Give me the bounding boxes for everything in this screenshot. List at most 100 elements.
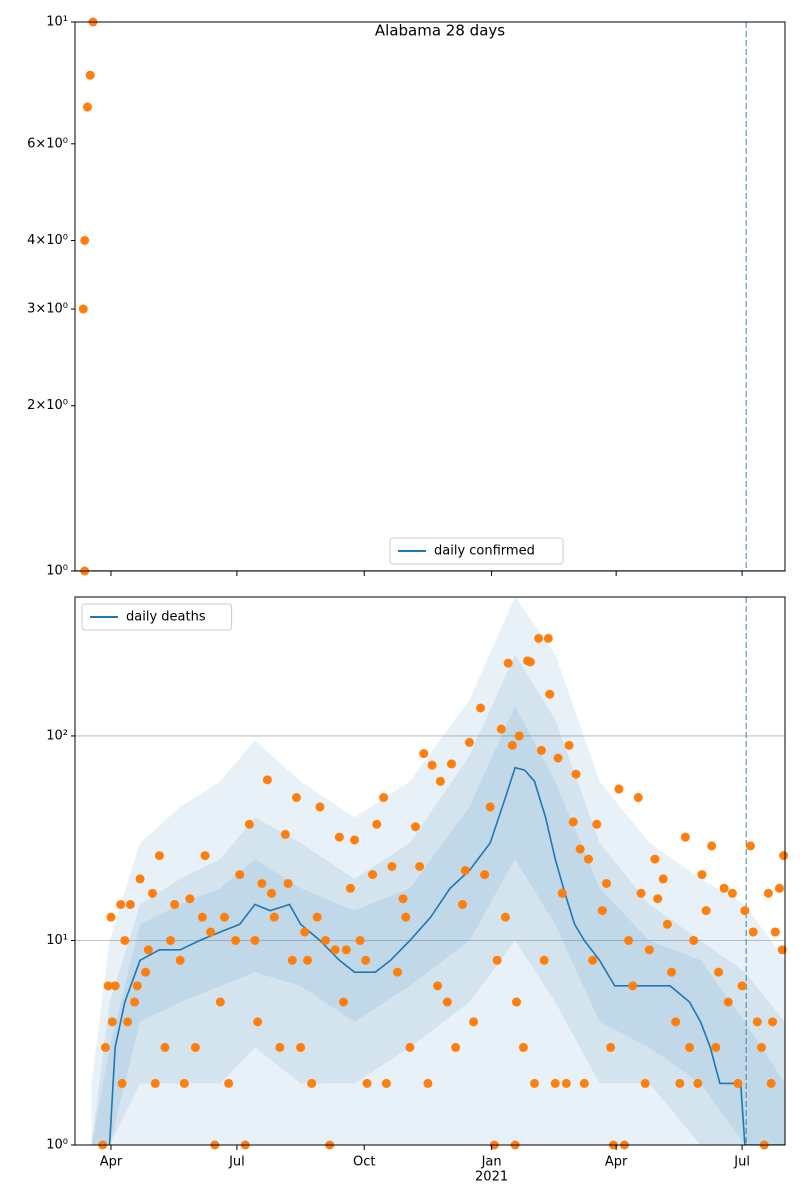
legend-box bbox=[389, 537, 564, 565]
point bbox=[423, 1078, 433, 1088]
point bbox=[170, 899, 180, 909]
point bbox=[451, 1042, 461, 1052]
x-year-label: 2021 bbox=[475, 1170, 508, 1185]
point bbox=[303, 955, 313, 965]
y-tick-label: 10¹ bbox=[46, 15, 68, 30]
point bbox=[362, 1078, 372, 1088]
point bbox=[334, 832, 344, 842]
point bbox=[480, 870, 490, 880]
point bbox=[433, 981, 443, 991]
point bbox=[650, 854, 660, 864]
point bbox=[315, 802, 325, 812]
point bbox=[525, 657, 535, 667]
point bbox=[469, 1017, 479, 1027]
point bbox=[372, 819, 382, 829]
point bbox=[267, 888, 277, 898]
point bbox=[154, 851, 164, 861]
point bbox=[714, 967, 724, 977]
point bbox=[120, 935, 130, 945]
point bbox=[658, 874, 668, 884]
axes-frame bbox=[74, 21, 786, 572]
point bbox=[392, 967, 402, 977]
point bbox=[485, 802, 495, 812]
y-tick-label: 10⁰ bbox=[46, 564, 68, 579]
point bbox=[766, 1078, 776, 1088]
point bbox=[458, 899, 468, 909]
point bbox=[614, 784, 624, 794]
point bbox=[636, 888, 646, 898]
point bbox=[727, 888, 737, 898]
legend-label: daily deaths bbox=[126, 610, 206, 625]
point bbox=[82, 102, 92, 112]
point bbox=[235, 870, 245, 880]
point bbox=[763, 888, 773, 898]
point bbox=[130, 997, 140, 1007]
point bbox=[777, 945, 787, 955]
point bbox=[379, 793, 389, 803]
point bbox=[190, 1042, 200, 1052]
point bbox=[711, 1042, 721, 1052]
point bbox=[110, 981, 120, 991]
point bbox=[557, 888, 567, 898]
point bbox=[307, 1078, 317, 1088]
point bbox=[150, 1078, 160, 1088]
point bbox=[476, 703, 486, 713]
point bbox=[723, 997, 733, 1007]
point bbox=[244, 819, 254, 829]
point bbox=[355, 935, 365, 945]
point bbox=[592, 819, 602, 829]
point bbox=[514, 731, 524, 741]
point bbox=[330, 945, 340, 955]
y-tick-label: 2×10⁰ bbox=[27, 398, 68, 413]
point bbox=[442, 997, 452, 1007]
line bbox=[108, 766, 785, 1145]
point bbox=[185, 894, 195, 904]
point bbox=[215, 997, 225, 1007]
plot-area bbox=[75, 597, 785, 1145]
point bbox=[496, 724, 506, 734]
point bbox=[512, 997, 522, 1007]
point bbox=[779, 851, 789, 861]
point bbox=[175, 955, 185, 965]
point bbox=[300, 927, 310, 937]
point bbox=[543, 633, 553, 643]
point bbox=[165, 935, 175, 945]
point bbox=[321, 935, 331, 945]
legend-label: daily confirmed bbox=[434, 544, 535, 559]
point bbox=[701, 906, 711, 916]
point bbox=[518, 1042, 528, 1052]
y-tick-label: 10² bbox=[46, 728, 68, 743]
point bbox=[296, 1042, 306, 1052]
point bbox=[507, 740, 517, 750]
point bbox=[529, 1078, 539, 1088]
point bbox=[253, 1017, 263, 1027]
point bbox=[685, 1042, 695, 1052]
point bbox=[640, 1078, 650, 1088]
y-tick-label: 6×10⁰ bbox=[27, 136, 68, 151]
point bbox=[143, 945, 153, 955]
point bbox=[381, 1078, 391, 1088]
point bbox=[768, 1017, 778, 1027]
point bbox=[675, 1078, 685, 1088]
point bbox=[644, 945, 654, 955]
point bbox=[606, 1042, 616, 1052]
point bbox=[680, 832, 690, 842]
point bbox=[745, 841, 755, 851]
point bbox=[224, 1078, 234, 1088]
point bbox=[401, 912, 411, 922]
axes-frame bbox=[74, 596, 786, 1146]
point bbox=[135, 874, 145, 884]
y-tick-label: 4×10⁰ bbox=[27, 233, 68, 248]
band bbox=[91, 597, 785, 1145]
point bbox=[550, 1078, 560, 1088]
point bbox=[125, 899, 135, 909]
point bbox=[697, 870, 707, 880]
point bbox=[733, 1078, 743, 1088]
point bbox=[410, 822, 420, 832]
point bbox=[737, 981, 747, 991]
point bbox=[740, 906, 750, 916]
point bbox=[116, 899, 126, 909]
point bbox=[275, 1042, 285, 1052]
point bbox=[179, 1078, 189, 1088]
